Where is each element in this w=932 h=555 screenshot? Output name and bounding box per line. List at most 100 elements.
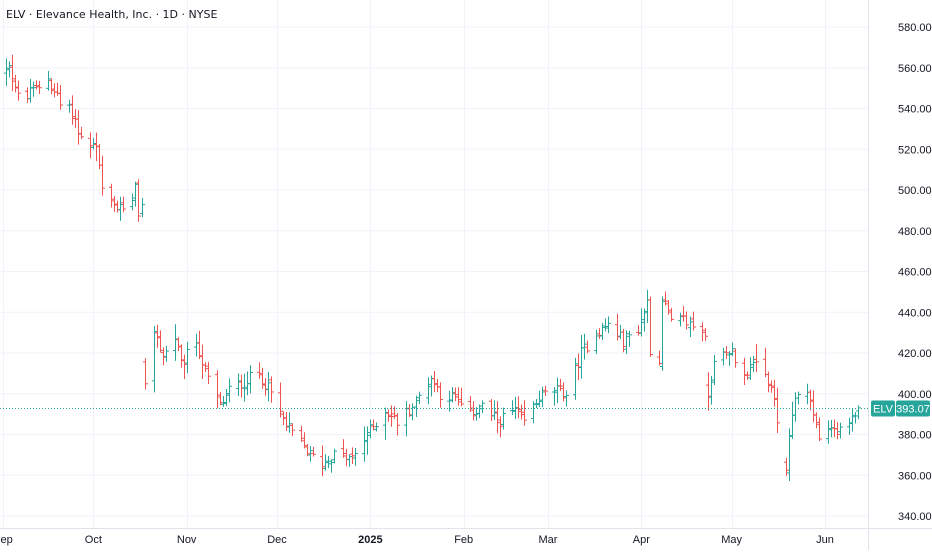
ohlc-bar [576, 353, 581, 381]
ohlc-bar [305, 444, 310, 457]
ohlc-bar [733, 348, 738, 368]
ohlc-bar [4, 58, 9, 87]
ohlc-bar [426, 377, 431, 405]
ohlc-bar [323, 454, 328, 471]
ohlc-bar [787, 428, 792, 481]
y-tick-label: 380.00 [898, 430, 932, 442]
ohlc-bar [109, 183, 114, 208]
ohlc-bar [248, 365, 253, 394]
ohlc-bar [344, 448, 349, 467]
ohlc-bar [754, 343, 759, 373]
ohlc-bar [793, 392, 798, 422]
ohlc-bar [164, 345, 169, 362]
ohlc-bar [727, 351, 732, 366]
ohlc-bar [681, 305, 686, 322]
last-price-tag-text: 393.07 [896, 404, 930, 416]
ohlc-bar [221, 395, 226, 407]
ohlc-bar [790, 401, 795, 439]
ohlc-bar [386, 409, 391, 422]
ohlc-bar [480, 400, 485, 414]
ohlc-bar [91, 137, 96, 150]
x-tick-label: Apr [633, 534, 650, 546]
ohlc-bar [67, 99, 72, 113]
ohlc-bar [751, 355, 756, 373]
ohlc-bar [185, 341, 190, 374]
ohlc-bar [155, 324, 160, 348]
ohlc-bar [558, 378, 563, 392]
y-tick-label: 420.00 [898, 348, 932, 360]
ohlc-bar [447, 390, 452, 412]
ohlc-bar [16, 80, 21, 101]
ohlc-bar [266, 372, 271, 402]
ohlc-bar [850, 408, 855, 432]
ohlc-bar [332, 448, 337, 464]
ohlc-bar [579, 334, 584, 379]
ohlc-bar [826, 420, 831, 444]
ohlc-bar [31, 81, 36, 97]
ohlc-bar [143, 358, 148, 390]
ohlc-bar [410, 403, 415, 421]
x-tick-label: Oct [85, 534, 102, 546]
ohlc-bar [543, 385, 548, 397]
ohlc-bar [118, 196, 123, 221]
ohlc-bar [311, 446, 316, 457]
ohlc-bar [302, 432, 307, 449]
ohlc-bar [450, 387, 455, 403]
ohlc-bar [284, 412, 289, 432]
ohlc-bar [597, 328, 602, 339]
x-tick-label: Sep [0, 534, 13, 546]
ohlc-bar [624, 330, 629, 355]
ohlc-bar [182, 354, 187, 380]
ohlc-bar [278, 382, 283, 418]
ohlc-bar [510, 400, 515, 416]
ohlc-bar [236, 373, 241, 396]
ohlc-bar [88, 132, 93, 159]
ohlc-bar [766, 371, 771, 393]
ohlc-bar [636, 325, 641, 336]
ohlc-bar [709, 375, 714, 405]
ohlc-bar [13, 74, 18, 93]
ohlc-bar [263, 377, 268, 396]
ohlc-bar [585, 340, 590, 354]
ohlc-bar [10, 54, 15, 92]
ohlc-bar [94, 132, 99, 162]
ohlc-bar [34, 80, 39, 90]
ohlc-bar [775, 387, 780, 433]
ohlc-bar [489, 399, 494, 422]
ohlc-bar [308, 446, 313, 462]
y-tick-label: 460.00 [898, 267, 932, 279]
ohlc-bar [197, 330, 202, 360]
x-tick-label: Nov [177, 534, 197, 546]
ohlc-bar [474, 407, 479, 421]
ohlc-bar [703, 327, 708, 341]
ohlc-bar [161, 347, 166, 366]
symbol-tag-text: ELV [873, 404, 894, 416]
ohlc-bar [290, 423, 295, 437]
ohlc-bar [663, 291, 668, 306]
ohlc-bar [49, 78, 54, 95]
ohlc-bar [203, 362, 208, 373]
ohlc-bar [745, 371, 750, 380]
ohlc-bar [353, 448, 358, 466]
ohlc-bar [642, 308, 647, 332]
y-tick-label: 560.00 [898, 63, 932, 75]
ohlc-bar [257, 362, 262, 379]
ohlc-bar [763, 347, 768, 378]
x-tick-label: Dec [267, 534, 287, 546]
ohlc-bar [136, 179, 141, 222]
ohlc-bar [28, 78, 33, 103]
x-tick-label: May [721, 534, 742, 546]
ohlc-bar [341, 439, 346, 458]
ohlc-bar [808, 389, 813, 411]
ohlc-bar [25, 87, 30, 103]
ohlc-bar [329, 459, 334, 473]
ohlc-bar [218, 392, 223, 406]
last-price-tag [896, 400, 930, 417]
ohlc-bar [435, 378, 440, 393]
ohlc-bar [552, 387, 557, 406]
symbol-tag [871, 400, 895, 417]
ohlc-bar [495, 401, 500, 434]
ohlc-bar [627, 330, 632, 347]
ohlc-bar [660, 296, 665, 371]
